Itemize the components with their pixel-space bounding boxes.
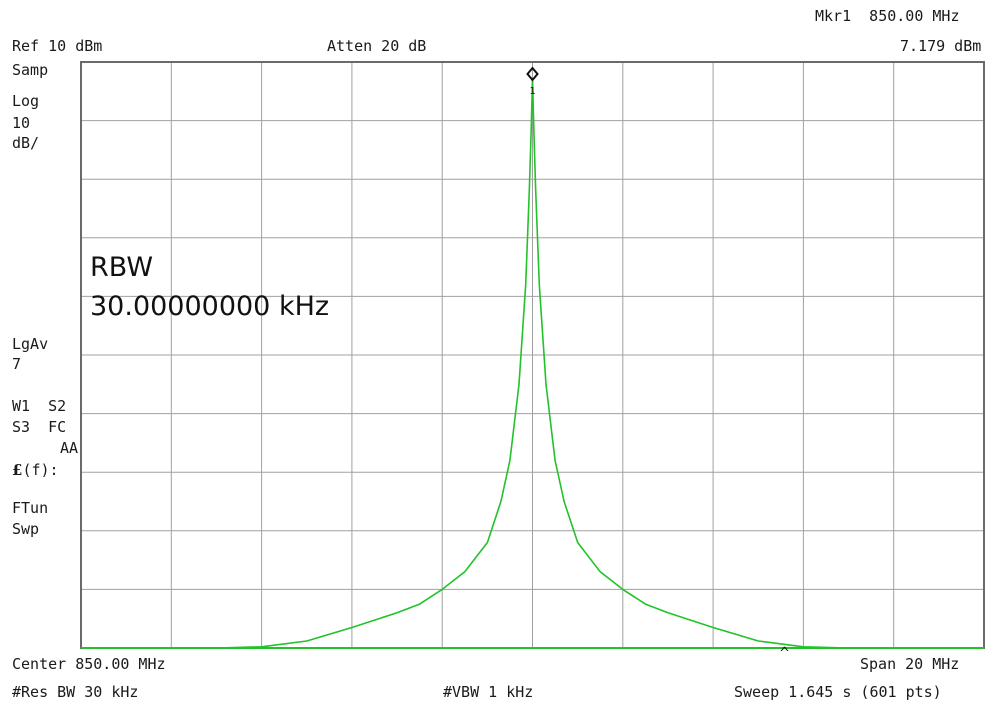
- average-count: 7: [12, 355, 22, 373]
- scale-value: 10: [12, 114, 31, 132]
- span-value: Span 20 MHz: [860, 655, 960, 673]
- function-row: £(f):: [12, 462, 59, 479]
- pound-icon: £: [12, 461, 23, 479]
- trace-status-3: AA: [60, 439, 79, 457]
- caret-icon: ^: [780, 644, 790, 662]
- ref-level: Ref 10 dBm: [12, 37, 103, 55]
- marker-amplitude: 7.179 dBm: [900, 37, 982, 55]
- trace-status-1: W1 S2: [12, 397, 67, 415]
- average-label: LgAv: [12, 335, 49, 353]
- spectrum-trace: [81, 77, 984, 649]
- marker-1[interactable]: 1: [526, 66, 539, 97]
- detector-mode: Samp: [12, 61, 49, 79]
- resolution-bandwidth: #Res BW 30 kHz: [12, 683, 139, 701]
- sweep-label: Swp: [12, 520, 40, 538]
- marker-diamond-icon: [526, 66, 539, 82]
- graticule: [81, 62, 984, 648]
- active-parameter-value[interactable]: 30.00000000 kHz: [90, 291, 330, 322]
- marker-number: 1: [529, 86, 535, 97]
- center-frequency: Center 850.00 MHz: [12, 655, 166, 673]
- active-parameter-name: RBW: [90, 252, 154, 283]
- scale-type: Log: [12, 92, 40, 110]
- marker-frequency: Mkr1 850.00 MHz: [815, 7, 960, 25]
- function-mode: FTun: [12, 499, 49, 517]
- trace-status-2: S3 FC: [12, 418, 67, 436]
- video-bandwidth: #VBW 1 kHz: [443, 683, 534, 701]
- scale-unit: dB/: [12, 134, 40, 152]
- attenuation: Atten 20 dB: [327, 37, 427, 55]
- function-label: (f):: [22, 461, 59, 479]
- sweep-time: Sweep 1.645 s (601 pts): [734, 683, 942, 701]
